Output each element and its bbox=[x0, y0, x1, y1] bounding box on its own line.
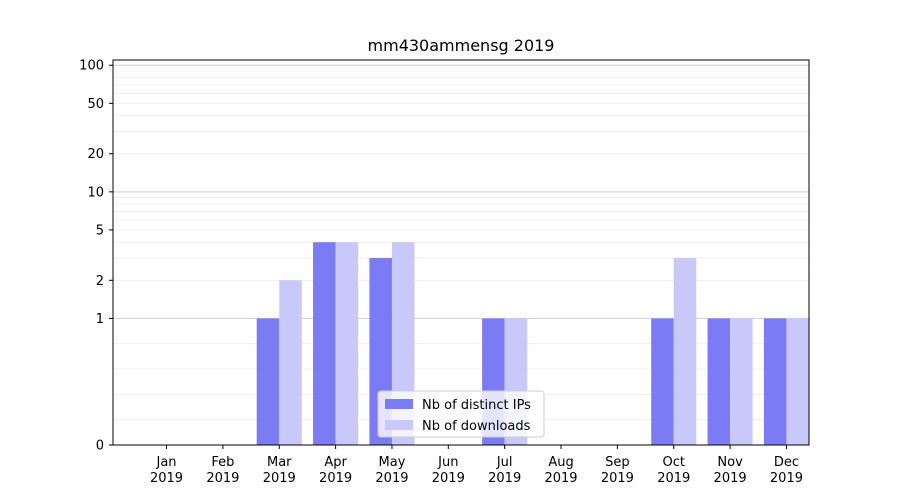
bar-distinct-ips bbox=[707, 318, 731, 445]
legend-item-downloads-swatch bbox=[385, 420, 413, 430]
x-tick-label: Sep 2019 bbox=[601, 455, 634, 486]
x-tick-label: Jul 2019 bbox=[488, 455, 521, 486]
x-tick-label: May 2019 bbox=[375, 455, 408, 486]
y-tick-label: 100 bbox=[79, 59, 104, 74]
bar-downloads bbox=[673, 258, 697, 445]
x-tick-label: Feb 2019 bbox=[206, 455, 239, 486]
x-tick-label: Nov 2019 bbox=[714, 455, 747, 486]
y-tick-label: 0 bbox=[96, 439, 104, 454]
grid-layer bbox=[113, 64, 809, 421]
legend-item-downloads-label: Nb of downloads bbox=[422, 419, 531, 434]
legend-box bbox=[377, 390, 545, 438]
y-tick-label: 50 bbox=[87, 97, 104, 112]
axes-layer: 0 1 2 5 10 20 50 100 Jan 2019 Feb 2019 Mar 2019 Apr 201… bbox=[79, 59, 810, 486]
plot-frame bbox=[112, 59, 810, 446]
bar-downloads bbox=[786, 318, 809, 445]
bar-distinct-ips bbox=[313, 242, 336, 445]
bar-distinct-ips bbox=[256, 318, 280, 445]
y-tick-label: 2 bbox=[96, 274, 104, 289]
y-tick-label: 5 bbox=[96, 223, 104, 238]
x-tick-label: Oct 2019 bbox=[657, 455, 690, 486]
bar-distinct-ips bbox=[763, 318, 787, 445]
bar-distinct-ips bbox=[651, 318, 674, 445]
legend-item-distinct-ips-label: Nb of distinct IPs bbox=[422, 398, 531, 413]
bar-downloads bbox=[730, 318, 753, 445]
x-tick-label: Apr 2019 bbox=[319, 455, 352, 486]
legend-item-distinct-ips-swatch bbox=[385, 399, 413, 409]
legend: Nb of distinct IPs Nb of downloads bbox=[377, 390, 545, 438]
chart-title: mm430ammensg 2019 bbox=[368, 36, 555, 55]
bar-downloads bbox=[335, 242, 359, 445]
y-tick-label: 10 bbox=[87, 185, 104, 200]
x-tick-label: Jun 2019 bbox=[432, 455, 465, 486]
x-tick-label: Aug 2019 bbox=[544, 455, 577, 486]
y-tick-label: 1 bbox=[96, 312, 104, 327]
x-tick-label: Jan 2019 bbox=[150, 455, 183, 486]
y-tick-label: 20 bbox=[87, 147, 104, 162]
bar-downloads bbox=[279, 280, 302, 445]
x-tick-label: Dec 2019 bbox=[770, 455, 803, 486]
x-tick-label: Mar 2019 bbox=[263, 455, 296, 486]
